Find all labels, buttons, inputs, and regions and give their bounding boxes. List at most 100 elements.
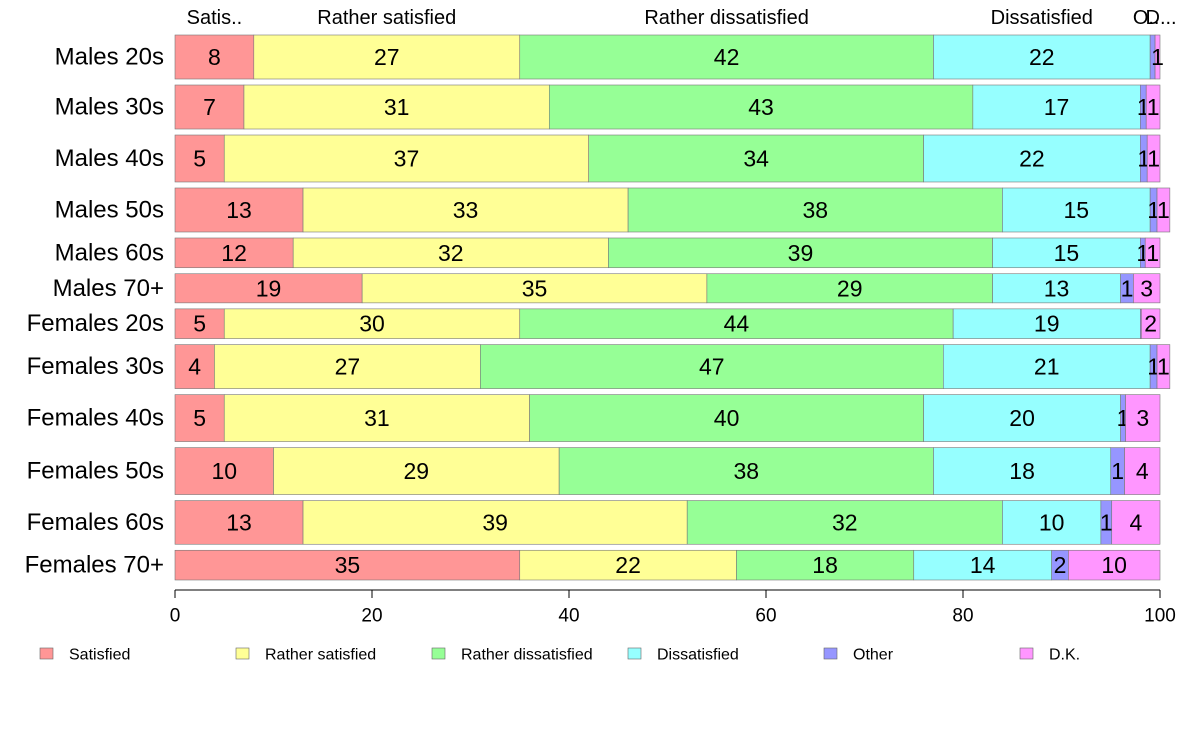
data-label: 3 xyxy=(1140,275,1153,301)
data-label: 32 xyxy=(832,509,858,535)
data-label: 29 xyxy=(404,458,430,484)
bar-segment xyxy=(1146,134,1161,183)
x-tick-label: 40 xyxy=(558,606,579,627)
bar-segment xyxy=(1125,394,1161,442)
data-label: 13 xyxy=(1044,275,1070,301)
bar-segment xyxy=(942,344,1151,389)
data-label: 1 xyxy=(1146,240,1159,266)
bar-segment xyxy=(292,237,609,269)
legend-swatch xyxy=(823,647,838,660)
data-label: 17 xyxy=(1044,94,1070,120)
legend-label: Satisfied xyxy=(69,647,130,664)
bar-segment xyxy=(174,308,225,339)
data-label: 38 xyxy=(734,458,760,484)
bar-segment xyxy=(480,344,944,389)
row-label: Females 70+ xyxy=(25,552,164,579)
data-label: 13 xyxy=(226,197,252,223)
bar-segment xyxy=(736,549,915,581)
bar-segment xyxy=(923,134,1141,183)
bar-segment xyxy=(923,394,1121,442)
bar-segment xyxy=(992,273,1121,304)
row-label: Males 40s xyxy=(55,145,164,172)
bar-segment xyxy=(686,500,1003,545)
legend-swatch xyxy=(39,647,54,660)
data-label: 1 xyxy=(1151,44,1164,70)
bar-segment xyxy=(253,34,521,80)
data-label: 1 xyxy=(1157,197,1170,223)
bar-segment xyxy=(223,394,530,442)
bar-segment xyxy=(361,273,708,304)
data-label: 2 xyxy=(1144,311,1157,337)
data-label: 5 xyxy=(193,145,206,171)
row-label: Males 70+ xyxy=(53,275,164,302)
bar-segment xyxy=(548,84,974,130)
data-label: 10 xyxy=(1039,509,1065,535)
bar-segment xyxy=(1124,447,1161,495)
bar-segment xyxy=(627,187,1003,233)
bar-segment xyxy=(174,237,294,269)
bar-segment xyxy=(933,34,1151,80)
bar-segment xyxy=(174,447,274,495)
data-label: 10 xyxy=(211,458,237,484)
bar-segment xyxy=(1068,549,1161,581)
legend-swatch xyxy=(431,647,446,660)
data-label: 22 xyxy=(1019,145,1045,171)
row-label: Females 40s xyxy=(27,405,164,432)
legend: Satisfied Rather satisfied Rather dissatis… xyxy=(39,647,1080,664)
bar-segment xyxy=(1154,34,1161,80)
bar-segment xyxy=(1156,344,1171,389)
data-label: 4 xyxy=(188,354,201,380)
top-category-labels: Satis.. Rather satisfied Rather dissatisfi… xyxy=(187,7,1177,29)
bar-segment xyxy=(223,134,590,183)
data-label: 39 xyxy=(788,240,814,266)
data-label: 8 xyxy=(208,44,221,70)
data-label: 3 xyxy=(1136,405,1149,431)
bar-segment xyxy=(174,344,215,389)
legend-label: D.K. xyxy=(1049,647,1080,664)
data-label: 15 xyxy=(1063,197,1089,223)
data-label: 18 xyxy=(812,552,838,578)
data-label: 1 xyxy=(1147,94,1160,120)
data-label: 34 xyxy=(743,145,769,171)
data-label: 1 xyxy=(1157,354,1170,380)
bar-segment xyxy=(174,187,304,233)
row-label: Females 20s xyxy=(27,310,164,337)
top-category-label: Satis.. xyxy=(187,7,243,29)
bar-segment xyxy=(174,549,521,581)
data-label: 1 xyxy=(1100,509,1113,535)
data-label: 10 xyxy=(1101,552,1127,578)
bar-segment xyxy=(174,500,304,545)
bar-segment xyxy=(1145,84,1161,130)
row-label: Males 30s xyxy=(55,94,164,121)
data-label: 5 xyxy=(193,405,206,431)
row-label: Females 30s xyxy=(27,353,164,380)
data-label: 19 xyxy=(256,275,282,301)
bar-segment xyxy=(223,308,521,339)
x-tick-label: 80 xyxy=(952,606,973,627)
data-label: 4 xyxy=(1136,458,1149,484)
legend-label: Rather satisfied xyxy=(265,647,376,664)
x-tick-label: 100 xyxy=(1144,606,1176,627)
data-label: 43 xyxy=(748,94,774,120)
bar-segment xyxy=(1133,273,1161,304)
top-category-label: D... xyxy=(1146,7,1177,29)
data-label: 15 xyxy=(1054,240,1080,266)
data-label: 31 xyxy=(384,94,410,120)
top-category-label: Rather satisfied xyxy=(317,7,456,29)
data-label: 27 xyxy=(374,44,400,70)
data-label: 19 xyxy=(1034,311,1060,337)
data-label: 32 xyxy=(438,240,464,266)
row-labels: Males 20s Males 30s Males 40s Males 50s Male… xyxy=(25,44,164,579)
data-label: 27 xyxy=(335,354,361,380)
legend-label: Dissatisfied xyxy=(657,647,739,664)
data-label: 39 xyxy=(482,509,508,535)
bar-segment xyxy=(519,549,737,581)
data-label: 37 xyxy=(394,145,420,171)
data-label: 38 xyxy=(802,197,828,223)
data-label: 35 xyxy=(335,552,361,578)
bar-segment xyxy=(174,394,225,442)
top-category-label: Dissatisfied xyxy=(991,7,1093,29)
bar-segment xyxy=(243,84,550,130)
x-tick-label: 20 xyxy=(361,606,382,627)
